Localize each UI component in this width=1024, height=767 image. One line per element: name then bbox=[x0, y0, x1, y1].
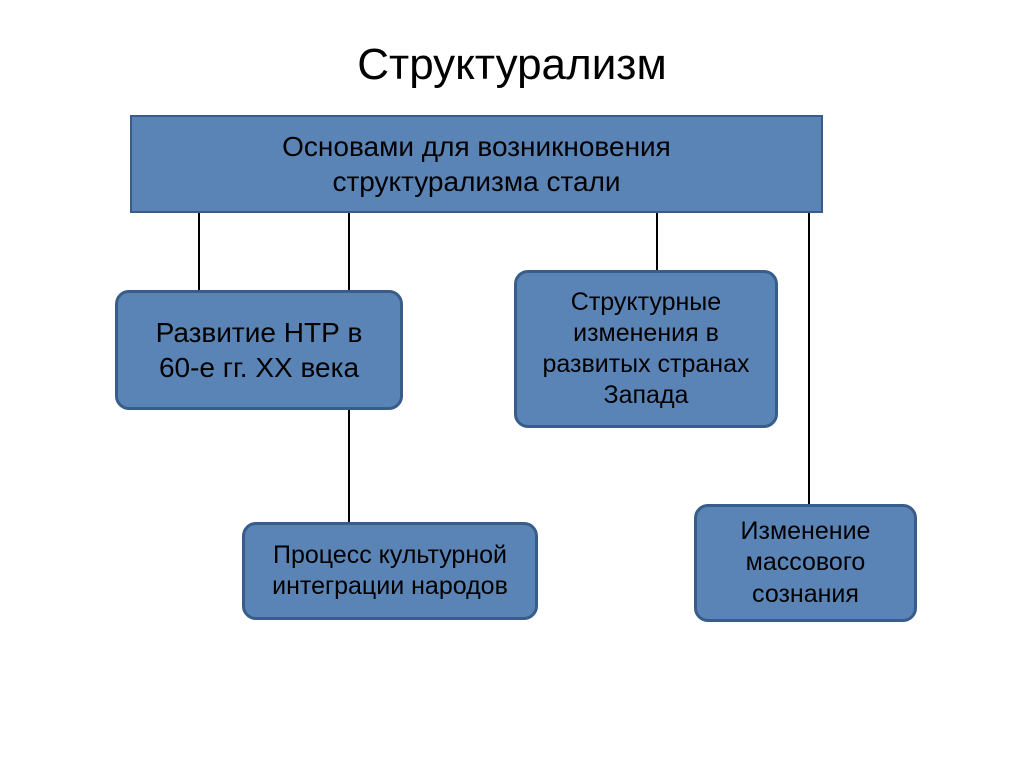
connector-1 bbox=[198, 213, 200, 290]
child3-text: Процесс культурной интеграции народов bbox=[272, 540, 508, 603]
child1-line2: 60-е гг. XX века bbox=[159, 352, 359, 383]
child2-line1: Структурные bbox=[571, 288, 721, 316]
root-box: Основами для возникновения структурализм… bbox=[130, 115, 823, 213]
child-box-2: Структурные изменения в развитых странах… bbox=[514, 270, 778, 428]
child-box-1: Развитие НТР в 60-е гг. XX века bbox=[115, 290, 403, 410]
connector-4 bbox=[808, 213, 810, 504]
child1-text: Развитие НТР в 60-е гг. XX века bbox=[156, 315, 363, 385]
connector-3 bbox=[656, 213, 658, 270]
child1-line1: Развитие НТР в bbox=[156, 317, 363, 348]
root-box-text: Основами для возникновения структурализм… bbox=[282, 129, 671, 199]
root-line1: Основами для возникновения bbox=[282, 131, 671, 162]
child4-line2: массового bbox=[746, 548, 866, 576]
child4-line3: сознания bbox=[752, 580, 859, 608]
child4-line1: Изменение bbox=[741, 517, 871, 545]
child2-line4: Запада bbox=[604, 381, 689, 409]
child2-line3: развитых странах bbox=[542, 350, 749, 378]
child-box-3: Процесс культурной интеграции народов bbox=[242, 522, 538, 620]
child3-line2: интеграции народов bbox=[272, 572, 508, 600]
child3-line1: Процесс культурной bbox=[273, 541, 507, 569]
root-line2: структурализма стали bbox=[332, 166, 620, 197]
child2-line2: изменения в bbox=[573, 319, 719, 347]
child-box-4: Изменение массового сознания bbox=[694, 504, 917, 622]
child2-text: Структурные изменения в развитых странах… bbox=[542, 287, 749, 412]
page-title: Структурализм bbox=[0, 40, 1024, 90]
child4-text: Изменение массового сознания bbox=[741, 516, 871, 610]
